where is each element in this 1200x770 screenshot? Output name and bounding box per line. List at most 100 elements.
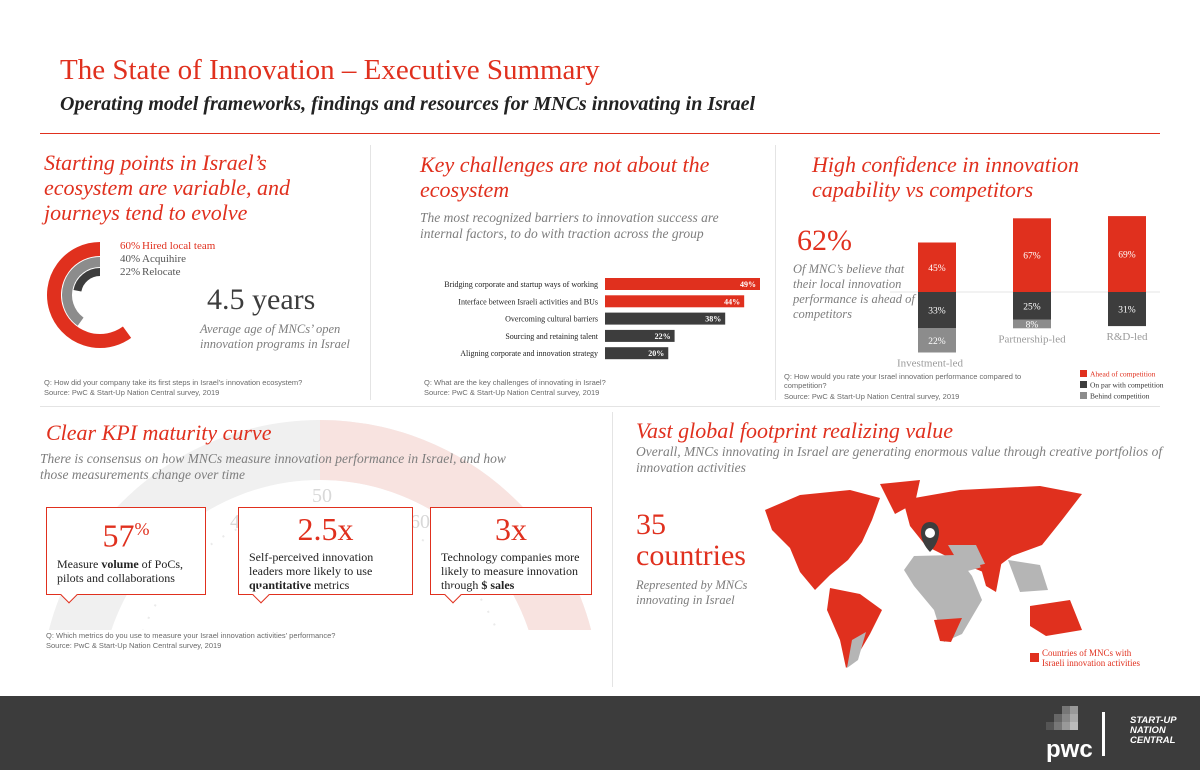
kpi-card: 57% Measure volume of PoCs, pilots and c… (46, 507, 206, 595)
subtitle: Operating model frameworks, findings and… (60, 93, 756, 115)
donut-arc (47, 242, 132, 348)
legend-label: On par with competition (1090, 381, 1164, 390)
header-rule (40, 133, 1160, 134)
segment-label: 45% (928, 264, 946, 274)
category-label: Partnership-led (998, 333, 1066, 345)
continent (980, 560, 1002, 592)
divider (612, 412, 613, 687)
bar-value: 44% (724, 297, 740, 306)
bar-label: Bridging corporate and startup ways of w… (444, 280, 598, 289)
section-subtitle: There is consensus on how MNCs measure i… (40, 451, 506, 482)
bar-segment (1013, 292, 1051, 320)
world-map (765, 480, 1082, 668)
bar-segment (1108, 292, 1146, 327)
card-text: metrics (311, 578, 350, 592)
bar-label: Sourcing and retaining talent (505, 332, 598, 341)
segment-label: 67% (1023, 252, 1041, 262)
legend-label: Behind competition (1090, 392, 1150, 401)
section-heading: Starting points in Israel’s ecosystem ar… (44, 150, 291, 225)
kpi-card: 3x Technology companies more likely to m… (430, 507, 592, 595)
stat-caption: Average age of MNCs’ open innovation pro… (200, 322, 350, 351)
card-stat-unit: % (134, 519, 150, 539)
stat: 4.5 years (207, 283, 316, 316)
bar-segment (1013, 319, 1051, 329)
card-stat: 57 (102, 517, 135, 554)
segment-label: 31% (1118, 306, 1136, 316)
segment-label: 8% (1026, 320, 1039, 330)
bar-value: 20% (648, 349, 664, 358)
card-text-bold: quantitative (249, 578, 312, 592)
bar-label: Overcoming cultural barriers (505, 315, 598, 324)
section-heading: Key challenges are not about the ecosyst… (420, 152, 710, 202)
title: The State of Innovation – Executive Summ… (60, 54, 600, 86)
legend-value: 22% (120, 266, 140, 278)
card-text: Self-perceived innovation leaders more l… (249, 550, 374, 578)
source: Source: PwC & Start-Up Nation Central su… (44, 388, 220, 397)
legend-label: Acquihire (142, 253, 186, 265)
kpi-card: 2.5x Self-perceived innovation leaders m… (238, 507, 413, 595)
source: Source: PwC & Start-Up Nation Central su… (46, 641, 222, 650)
continent (1030, 600, 1082, 636)
bar (605, 347, 669, 360)
card-text: Measure (57, 556, 102, 571)
continent (903, 486, 1082, 574)
bar-label: Interface between Israeli activities and… (458, 297, 598, 306)
section-heading: Vast global footprint realizing value (636, 418, 953, 443)
question: Q: What are the key challenges of innova… (424, 378, 606, 387)
gauge-label: 60 (410, 511, 430, 533)
bar-segment (1013, 218, 1051, 292)
legend-label: Relocate (142, 266, 181, 278)
source: Source: PwC & Start-Up Nation Central su… (424, 388, 600, 397)
legend-label: Countries of MNCs with Israeli innovatio… (1042, 648, 1140, 668)
card-text: Technology companies more likely to meas… (441, 550, 580, 592)
bar-label: Aligning corporate and innovation strate… (460, 349, 598, 358)
legend-label: Hired local team (142, 240, 216, 252)
segment-label: 25% (1023, 302, 1041, 312)
section-subtitle: The most recognized barriers to innovati… (420, 210, 719, 241)
continent (934, 618, 962, 642)
bar-segment (1108, 216, 1146, 292)
section-heading: Clear KPI maturity curve (46, 420, 272, 445)
card-text-bold: volume (101, 556, 139, 571)
footer: pwc START-UP NATION CENTRAL (0, 696, 1200, 770)
snc-logo: START-UP NATION CENTRAL (1130, 716, 1177, 746)
section-subtitle: Overall, MNCs innovating in Israel are g… (636, 444, 1163, 475)
snc-bar (1102, 712, 1105, 756)
legend-label: Ahead of competition (1090, 370, 1156, 379)
stat-caption: Of MNC’s believe that their local innova… (793, 262, 915, 321)
bar-value: 49% (740, 280, 756, 289)
bar-value: 22% (655, 332, 671, 341)
source: Source: PwC & Start-Up Nation Central su… (784, 392, 960, 401)
continent (1008, 560, 1048, 592)
pwc-mark (1046, 706, 1078, 730)
donut-arc (73, 268, 101, 292)
legend-value: 40% (120, 253, 140, 265)
legend-swatch (1030, 653, 1039, 662)
card-text: of PoCs, pilots and collaborations (57, 556, 184, 585)
card-stat: 3x (495, 511, 527, 547)
stat-unit: countries (636, 539, 746, 572)
legend-swatch (1080, 381, 1087, 388)
card-stat: 2.5x (297, 511, 354, 547)
question: Q: How did your company take its first s… (44, 378, 303, 387)
legend-swatch (1080, 392, 1087, 399)
snc-line: NATION (1130, 725, 1166, 736)
divider (370, 145, 371, 400)
bar-segment (918, 328, 956, 353)
legend-swatch (1080, 370, 1087, 377)
bar (605, 329, 675, 342)
divider (40, 406, 1160, 407)
divider (775, 145, 776, 400)
segment-label: 69% (1118, 251, 1136, 261)
donut-arc (62, 257, 101, 326)
section-heading: High confidence in innovation capability… (812, 152, 1079, 202)
stat: 35 (636, 508, 666, 541)
snc-line: START-UP (1130, 715, 1177, 726)
gauge-ticks (142, 509, 498, 630)
bar-chart: Bridging corporate and startup ways of w… (444, 278, 760, 360)
continent (847, 632, 866, 668)
stat-caption: Represented by MNCs innovating in Israel (636, 578, 748, 607)
segment-label: 33% (928, 307, 946, 317)
